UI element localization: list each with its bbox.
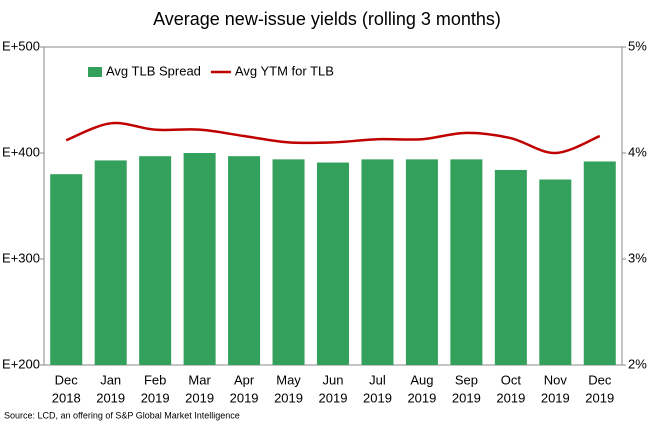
x-tick-label: 2019 [96, 390, 125, 405]
source: Source: LCD, an offering of S&P Global M… [4, 410, 240, 420]
bar [494, 169, 527, 365]
bar [183, 153, 216, 365]
x-tick-label: 2019 [407, 390, 436, 405]
bar [405, 159, 438, 365]
y-tick-label: E+400 [2, 144, 40, 159]
x-tick-label: 2019 [585, 390, 614, 405]
y2-tick-label: 4% [628, 144, 647, 159]
y-tick-label: E+200 [2, 356, 40, 371]
x-tick-label: Mar [188, 372, 211, 387]
bar [94, 160, 127, 365]
x-tick-label: Oct [501, 372, 522, 387]
x-tick-label: 2019 [274, 390, 303, 405]
line [65, 121, 601, 155]
legend-swatch [88, 67, 102, 77]
bar [450, 159, 483, 365]
x-tick-label: 2019 [541, 390, 570, 405]
x-tick-label: 2019 [230, 390, 259, 405]
y2-tick-label: 2% [628, 356, 647, 371]
y2-tick-label: 3% [628, 250, 647, 265]
x-tick-label: Dec [55, 372, 79, 387]
x-tick-label: 2019 [185, 390, 214, 405]
bar [316, 162, 350, 365]
x-tick-label: Nov [544, 372, 568, 387]
y2-tick-label: 5% [628, 38, 647, 53]
bar [272, 159, 305, 365]
x-tick-label: Jun [323, 372, 344, 387]
x-tick-label: 2019 [319, 390, 348, 405]
legend-label: Avg TLB Spread [106, 63, 201, 78]
bar [228, 156, 261, 365]
bar [583, 161, 616, 365]
x-tick-label: 2018 [52, 390, 81, 405]
legend-label: Avg YTM for TLB [235, 63, 334, 78]
x-tick-label: 2019 [141, 390, 170, 405]
x-tick-label: Sep [455, 372, 478, 387]
x-tick-label: 2019 [452, 390, 481, 405]
x-tick-label: Feb [144, 372, 166, 387]
x-tick-label: Aug [410, 372, 433, 387]
bar [50, 174, 83, 365]
chart-title: Average new-issue yields (rolling 3 mont… [153, 9, 501, 29]
x-tick-label: May [276, 372, 301, 387]
bar [539, 179, 572, 365]
x-tick-label: Dec [588, 372, 612, 387]
y-tick-label: E+500 [2, 38, 40, 53]
x-tick-label: Apr [234, 372, 255, 387]
x-tick-label: Jan [100, 372, 121, 387]
bar [139, 156, 172, 365]
y-tick-label: E+300 [2, 250, 40, 265]
x-tick-label: 2019 [496, 390, 525, 405]
x-tick-label: 2019 [363, 390, 392, 405]
x-tick-label: Jul [369, 372, 386, 387]
bar [361, 159, 394, 365]
